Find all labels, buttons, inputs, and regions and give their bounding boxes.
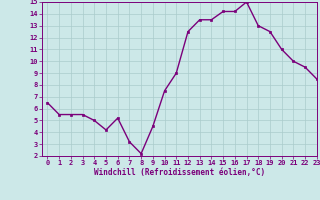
- X-axis label: Windchill (Refroidissement éolien,°C): Windchill (Refroidissement éolien,°C): [94, 168, 265, 177]
